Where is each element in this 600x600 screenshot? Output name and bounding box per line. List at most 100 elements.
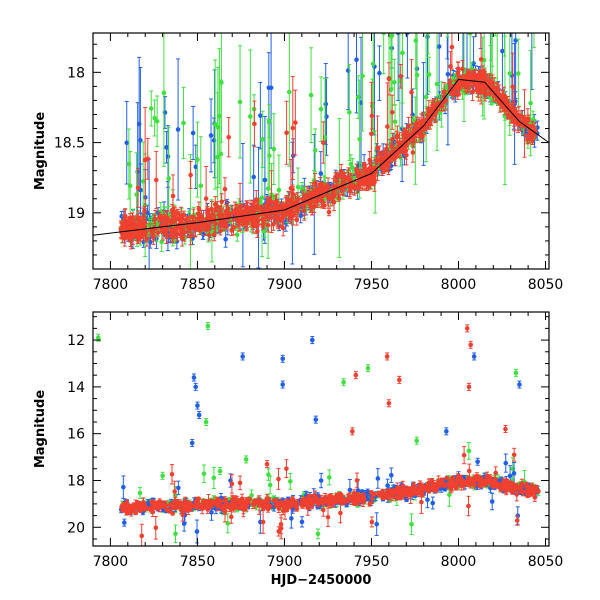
top-data-points [118,0,540,269]
data-point [271,146,277,152]
data-point [195,157,200,162]
data-point [267,153,272,159]
data-point [398,73,404,79]
data-point [266,85,272,91]
data-point [471,61,476,66]
data-point [203,196,209,201]
data-point [530,16,535,21]
data-point [277,206,282,211]
data-point [223,236,228,242]
data-point [349,182,355,187]
data-point [144,236,150,242]
data-point [284,130,289,136]
data-point [502,113,508,119]
data-point [237,99,243,105]
data-point [260,137,265,142]
data-point [445,71,451,77]
data-point [392,119,398,125]
data-point [460,66,465,72]
data-point [397,78,403,84]
data-point [493,8,498,13]
data-point [455,2,460,7]
data-point [181,120,186,126]
data-point [162,110,168,115]
data-point [124,140,130,146]
data-point [312,148,318,153]
data-point [426,72,432,77]
data-point [211,138,217,143]
data-point [325,193,330,198]
data-point [489,22,494,27]
data-point [295,184,301,190]
data-point [259,195,265,200]
data-point [190,130,196,136]
data-point [127,183,133,189]
data-point [234,232,240,238]
data-point [465,15,470,20]
data-point [389,33,395,38]
data-point [449,44,455,50]
data-point [218,151,224,157]
data-point [212,122,218,127]
data-point [400,50,405,56]
data-point [152,115,157,121]
data-point [213,221,218,227]
data-point [138,137,143,143]
data-point [352,185,357,191]
data-point [154,118,160,124]
data-point [370,61,376,67]
data-point [414,72,420,78]
data-point [276,187,282,193]
data-point [262,228,267,234]
data-point [346,174,351,180]
data-point [507,71,513,76]
data-point [161,90,167,96]
data-point [166,176,171,181]
data-point [140,179,146,184]
data-point [153,177,159,183]
data-point [308,92,314,98]
data-point [502,19,507,24]
data-point [198,183,204,189]
data-point [461,0,466,4]
data-point [208,133,214,138]
data-point [348,161,354,167]
data-point [495,19,500,24]
data-point [490,7,495,12]
data-point [215,154,220,160]
data-point [145,156,151,162]
data-point [293,120,298,125]
data-point [532,27,537,32]
data-point [248,114,253,119]
data-point [251,174,256,180]
data-point [377,150,382,156]
data-point [165,154,171,159]
data-point [423,94,429,100]
data-point [287,89,292,95]
data-point [386,76,392,82]
data-point [388,87,394,93]
data-point [262,177,268,183]
data-point [490,28,495,33]
data-point [135,214,140,220]
data-point [195,211,201,216]
data-point [326,209,332,215]
data-point [393,155,398,160]
data-point [392,79,397,85]
data-point [357,136,362,142]
data-point [159,239,165,245]
data-point [148,106,154,111]
data-point [434,81,440,87]
data-point [528,100,533,106]
data-point [258,113,263,118]
data-point [318,106,324,112]
data-point [347,110,352,115]
data-point [360,73,365,79]
data-point [329,197,335,202]
data-point [271,221,276,227]
data-point [500,48,505,54]
data-point [175,127,181,132]
data-point [252,121,257,127]
